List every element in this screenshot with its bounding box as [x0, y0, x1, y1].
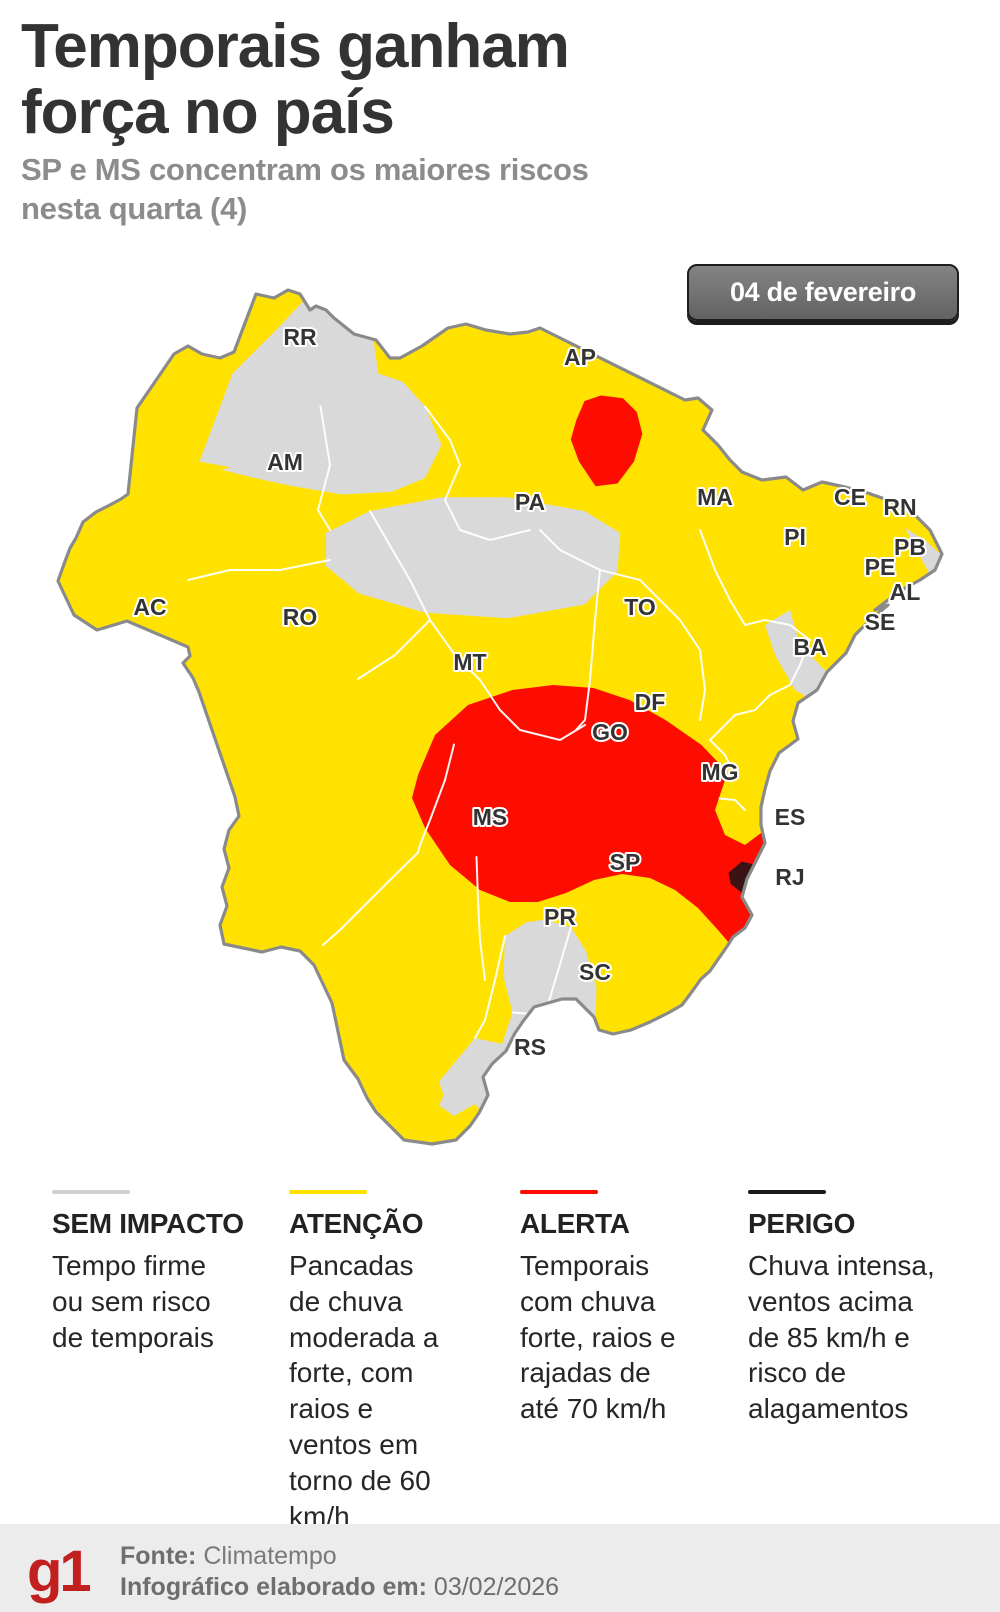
- svg-text:MT: MT: [453, 649, 486, 675]
- svg-text:PR: PR: [544, 904, 576, 930]
- svg-text:AM: AM: [267, 449, 303, 475]
- svg-text:PA: PA: [515, 489, 545, 515]
- svg-text:GO: GO: [592, 719, 628, 745]
- svg-text:TO: TO: [624, 594, 656, 620]
- svg-text:CE: CE: [834, 484, 866, 510]
- svg-text:MA: MA: [697, 484, 733, 510]
- svg-text:RJ: RJ: [775, 864, 804, 890]
- svg-text:AP: AP: [564, 344, 596, 370]
- svg-text:MS: MS: [473, 804, 508, 830]
- svg-text:SE: SE: [865, 609, 896, 635]
- svg-text:ES: ES: [775, 804, 806, 830]
- svg-text:PI: PI: [784, 524, 806, 550]
- svg-text:SC: SC: [579, 959, 611, 985]
- svg-text:RS: RS: [514, 1034, 546, 1060]
- svg-text:RO: RO: [283, 604, 318, 630]
- svg-text:SP: SP: [610, 849, 641, 875]
- svg-text:AC: AC: [133, 594, 166, 620]
- svg-text:BA: BA: [793, 634, 826, 660]
- svg-text:PB: PB: [894, 534, 926, 560]
- svg-text:MG: MG: [701, 759, 738, 785]
- svg-text:PE: PE: [865, 554, 896, 580]
- svg-text:RR: RR: [283, 324, 317, 350]
- svg-text:DF: DF: [635, 689, 666, 715]
- svg-text:RN: RN: [883, 494, 916, 520]
- svg-text:AL: AL: [890, 579, 921, 605]
